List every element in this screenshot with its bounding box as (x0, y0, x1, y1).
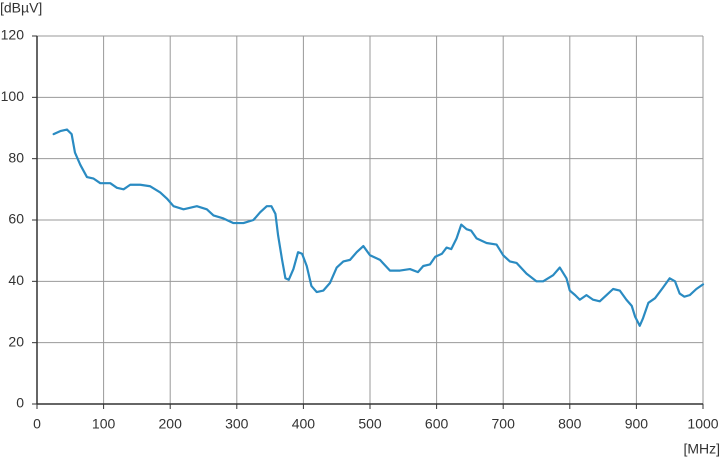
x-tick-label: 700 (492, 416, 516, 432)
x-tick-label: 600 (425, 416, 449, 432)
y-tick-label: 100 (1, 88, 25, 104)
y-tick-label: 60 (8, 211, 24, 227)
x-tick-label: 500 (358, 416, 382, 432)
x-axis-label: [MHz] (683, 441, 720, 457)
x-tick-label: 800 (558, 416, 582, 432)
x-tick-label: 0 (33, 416, 41, 432)
y-axis-label: [dBµV] (0, 0, 42, 16)
y-tick-label: 20 (8, 333, 24, 349)
x-tick-label: 900 (625, 416, 649, 432)
x-tick-label: 400 (292, 416, 316, 432)
x-tick-label: 200 (159, 416, 183, 432)
x-tick-label: 1000 (687, 416, 718, 432)
y-tick-label: 0 (16, 395, 24, 411)
y-tick-label: 80 (8, 149, 24, 165)
y-tick-label: 120 (1, 27, 25, 43)
x-tick-label: 100 (92, 416, 116, 432)
x-tick-label: 300 (225, 416, 249, 432)
data-line (52, 128, 705, 327)
y-tick-label: 40 (8, 272, 24, 288)
